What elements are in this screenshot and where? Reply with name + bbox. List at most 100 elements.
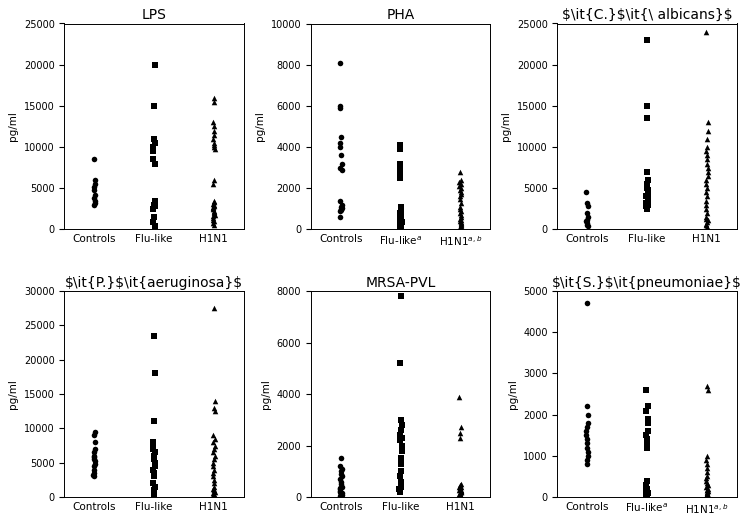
Point: [208, 493, 220, 501]
Point: [208, 492, 220, 500]
Point: [148, 332, 159, 340]
Point: [455, 213, 467, 221]
Title: $\it{S.}$\it{pneumoniae}$: $\it{S.}$\it{pneumoniae}$: [552, 276, 742, 290]
Point: [641, 205, 653, 213]
Point: [149, 202, 161, 211]
Point: [89, 457, 101, 465]
Point: [642, 201, 654, 209]
Point: [393, 359, 405, 367]
Point: [335, 205, 347, 213]
Point: [455, 488, 467, 497]
Point: [701, 491, 713, 499]
Point: [208, 130, 220, 139]
Point: [89, 428, 101, 436]
Point: [454, 483, 466, 491]
Point: [641, 481, 653, 489]
Point: [148, 452, 160, 460]
Point: [148, 213, 160, 221]
Point: [208, 126, 220, 135]
Point: [149, 60, 161, 69]
Point: [641, 414, 653, 423]
Point: [581, 219, 593, 227]
Title: MRSA-PVL: MRSA-PVL: [365, 276, 436, 290]
Point: [147, 143, 159, 151]
Point: [453, 182, 465, 190]
Point: [700, 180, 712, 188]
Point: [335, 485, 346, 494]
Point: [641, 168, 653, 176]
Point: [395, 460, 407, 468]
Point: [701, 491, 713, 499]
Point: [209, 176, 221, 184]
Point: [454, 199, 466, 207]
Point: [336, 166, 348, 174]
Point: [209, 397, 221, 405]
Point: [395, 222, 407, 231]
Point: [701, 155, 713, 163]
Point: [455, 220, 467, 228]
Point: [700, 493, 712, 501]
Point: [208, 209, 220, 217]
Point: [335, 203, 346, 211]
Point: [455, 493, 467, 501]
Point: [641, 489, 653, 497]
Point: [454, 485, 466, 493]
Point: [208, 476, 220, 484]
Point: [209, 487, 221, 496]
Point: [581, 439, 593, 447]
Point: [700, 456, 711, 464]
Point: [701, 159, 713, 168]
Point: [395, 483, 407, 491]
Point: [207, 489, 219, 497]
Point: [454, 493, 466, 501]
Point: [455, 487, 467, 496]
Point: [208, 208, 220, 216]
Point: [334, 104, 346, 112]
Point: [208, 97, 220, 106]
Point: [148, 417, 159, 425]
Point: [701, 222, 713, 231]
Point: [454, 493, 466, 501]
Point: [89, 191, 101, 199]
Point: [701, 151, 713, 159]
Point: [335, 151, 346, 159]
Point: [209, 492, 221, 500]
Point: [89, 431, 101, 440]
Point: [454, 429, 466, 437]
Point: [335, 133, 347, 141]
Point: [641, 402, 653, 411]
Point: [454, 480, 466, 488]
Point: [582, 447, 594, 456]
Point: [641, 180, 653, 188]
Point: [702, 168, 714, 176]
Point: [207, 472, 219, 481]
Point: [702, 126, 714, 135]
Point: [455, 483, 467, 492]
Point: [335, 484, 346, 492]
Point: [700, 489, 712, 498]
Point: [148, 135, 160, 143]
Point: [209, 434, 221, 443]
Point: [148, 369, 160, 378]
Point: [700, 188, 712, 196]
Point: [582, 220, 594, 228]
Point: [454, 184, 466, 192]
Point: [700, 474, 712, 483]
Point: [148, 205, 159, 213]
Point: [89, 438, 101, 446]
Point: [336, 464, 348, 473]
Point: [701, 492, 713, 500]
Point: [208, 403, 220, 412]
Point: [88, 448, 100, 456]
Point: [209, 445, 221, 453]
Point: [454, 493, 466, 501]
Point: [89, 199, 101, 208]
Point: [88, 455, 100, 463]
Point: [393, 141, 405, 149]
Point: [395, 416, 407, 424]
Point: [454, 492, 466, 500]
Point: [702, 490, 714, 499]
Point: [702, 216, 714, 225]
Point: [207, 212, 219, 221]
Point: [454, 192, 466, 201]
